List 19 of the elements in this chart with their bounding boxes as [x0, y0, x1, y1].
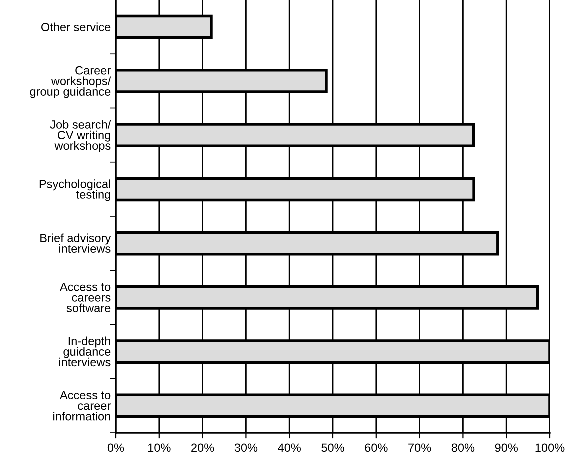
y-tick-label: In-depth guidance interviews: [59, 336, 111, 367]
x-tick-label: 10%: [148, 444, 171, 452]
x-tick-label: 50%: [322, 444, 344, 452]
x-tick-label: 90%: [495, 444, 518, 452]
y-tick-label: Access to careers software: [60, 283, 111, 312]
x-tick-label: 60%: [365, 444, 388, 452]
x-tick-label: 40%: [278, 444, 301, 452]
x-tick-label: 30%: [234, 444, 258, 452]
x-tick-label: 20%: [192, 444, 214, 452]
x-tick-label: 0%: [108, 444, 124, 452]
x-tick-label: 100%: [536, 444, 565, 452]
y-tick-label: Access to career information: [54, 391, 111, 421]
y-tick-label: Other service: [42, 22, 111, 32]
y-tick-label: Job search/ CV writing workshops: [50, 120, 112, 152]
y-tick-label: Psychological testing: [40, 180, 110, 202]
x-tick-label: 70%: [408, 444, 432, 452]
y-tick-label: Brief advisory interviews: [40, 234, 112, 254]
y-tick-label: Career workshops/ group guidance: [30, 66, 112, 98]
x-tick-label: 80%: [452, 444, 475, 452]
